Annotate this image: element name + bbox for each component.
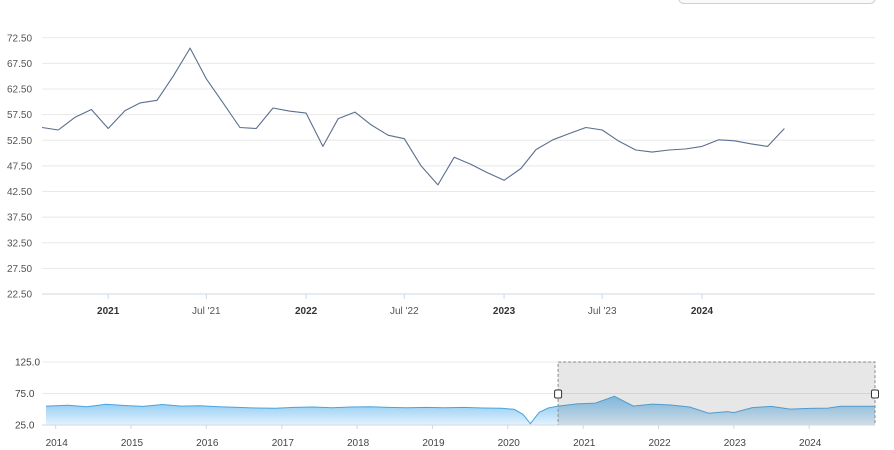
- navigator: 125.0 75.0 25.0 2014 2015 2016 2017 2018 2019 202…: [15, 358, 879, 449]
- x-tick-label: Jul '21: [192, 306, 221, 317]
- y-tick-label: 22.50: [7, 290, 32, 301]
- nav-right-handle[interactable]: [871, 389, 879, 399]
- y-tick-label: 67.50: [7, 59, 32, 70]
- nav-series-line: [45, 395, 875, 425]
- nav-area: [46, 396, 875, 425]
- y-tick-label: 32.50: [7, 238, 32, 249]
- x-tick-label: Jul '23: [588, 306, 617, 317]
- x-tick-label: 2022: [295, 306, 318, 317]
- nav-x-tick-label: 2020: [498, 438, 521, 449]
- nav-left-handle[interactable]: [554, 389, 563, 399]
- y-tick-label: 27.50: [7, 264, 32, 275]
- x-tick-label: Jul '22: [390, 306, 419, 317]
- nav-x-tick-label: 2015: [121, 438, 144, 449]
- main-series-line: [41, 47, 785, 186]
- nav-x-tick-label: 2023: [724, 438, 747, 449]
- x-tick-label: 2024: [691, 306, 714, 317]
- nav-x-tick-label: 2024: [799, 438, 822, 449]
- nav-y-tick-label: 25.0: [15, 421, 35, 432]
- nav-x-tick-label: 2017: [272, 438, 295, 449]
- x-tick-label: 2023: [493, 306, 516, 317]
- y-tick-label: 42.50: [7, 187, 32, 198]
- nav-x-tick-label: 2018: [347, 438, 370, 449]
- nav-y-tick-label: 75.0: [15, 389, 35, 400]
- nav-x-tick-label: 2014: [46, 438, 69, 449]
- range-selector-box[interactable]: [678, 0, 876, 4]
- y-tick-label: 57.50: [7, 110, 32, 121]
- y-tick-label: 72.50: [7, 33, 32, 44]
- nav-x-tick-label: 2022: [648, 438, 671, 449]
- nav-x-tick-label: 2019: [422, 438, 445, 449]
- x-tick-label: 2021: [97, 306, 120, 317]
- nav-x-tick-label: 2016: [196, 438, 219, 449]
- y-tick-label: 52.50: [7, 136, 32, 147]
- nav-y-tick-label: 125.0: [15, 358, 40, 369]
- main-plot: 72.50 67.50 62.50 57.50 52.50 47.50 42.50 37.50…: [7, 33, 875, 317]
- y-tick-label: 37.50: [7, 213, 32, 224]
- nav-x-tick-label: 2021: [573, 438, 596, 449]
- y-tick-label: 47.50: [7, 161, 32, 172]
- nav-selection-window[interactable]: [557, 361, 876, 426]
- y-tick-label: 62.50: [7, 85, 32, 96]
